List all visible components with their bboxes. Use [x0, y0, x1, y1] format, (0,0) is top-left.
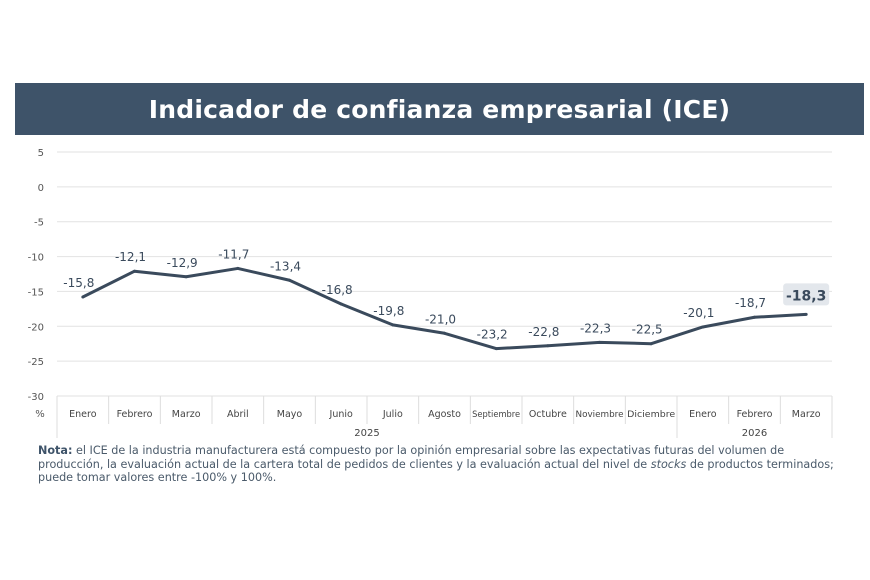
- y-axis-unit: %: [35, 409, 45, 420]
- data-point: [649, 342, 653, 346]
- note-italic: stocks: [650, 457, 687, 471]
- x-tick-label: Agosto: [428, 409, 461, 420]
- data-point: [804, 312, 808, 316]
- year-label: 2026: [742, 428, 767, 439]
- data-label: -22,8: [528, 325, 559, 339]
- x-tick-label: Febrero: [737, 409, 773, 420]
- chart-title: Indicador de confianza empresarial (ICE): [148, 94, 731, 124]
- data-label: -12,1: [115, 250, 146, 264]
- y-tick-label: -20: [28, 322, 44, 333]
- x-tick-label: Mayo: [277, 409, 303, 420]
- data-point: [598, 340, 601, 344]
- title-banner: Indicador de confianza empresarial (ICE): [15, 83, 864, 135]
- data-point: [339, 302, 343, 306]
- data-point: [494, 347, 498, 351]
- y-tick-label: -5: [34, 218, 44, 229]
- data-label: -22,5: [632, 323, 663, 337]
- year-label: 2025: [354, 428, 379, 439]
- x-tick-label: Octubre: [529, 409, 567, 420]
- highlight-label-bg: [783, 283, 830, 306]
- data-label: -18,7: [735, 296, 766, 310]
- data-point: [391, 323, 395, 327]
- x-tick-label: Noviembre: [576, 410, 624, 420]
- x-tick-label: Febrero: [117, 409, 153, 420]
- x-tick-label: Enero: [69, 409, 97, 420]
- x-tick-label: Julio: [382, 409, 403, 420]
- data-label: -21,0: [425, 312, 456, 326]
- y-tick-label: -30: [28, 392, 44, 403]
- note-label: Nota:: [38, 444, 73, 457]
- data-label: -20,1: [683, 306, 714, 320]
- data-label: -12,9: [167, 256, 198, 270]
- x-tick-label: Septiembre: [472, 410, 520, 420]
- x-tick-label: Enero: [689, 409, 717, 420]
- note-text-1: el ICE de la industria manufacturera est…: [38, 444, 785, 471]
- y-tick-label: 0: [38, 183, 44, 194]
- data-point: [443, 331, 446, 335]
- data-point: [546, 344, 550, 348]
- x-tick-label: Junio: [329, 409, 353, 420]
- data-point: [236, 266, 240, 270]
- data-label: -15,8: [63, 276, 94, 290]
- data-point: [288, 278, 291, 282]
- footnote: Nota: el ICE de la industria manufacture…: [38, 444, 838, 485]
- data-label: -16,8: [322, 283, 353, 297]
- data-label: -22,3: [580, 321, 611, 335]
- data-point: [133, 269, 136, 273]
- note-text-2: de productos terminados; puede tomar val…: [38, 457, 834, 485]
- y-tick-label: 5: [38, 148, 44, 159]
- x-tick-label: Abril: [227, 409, 249, 420]
- data-label: -19,8: [373, 304, 404, 318]
- y-tick-label: -15: [28, 287, 44, 298]
- y-tick-label: -10: [28, 253, 44, 264]
- y-tick-label: -25: [28, 357, 44, 368]
- data-point: [753, 315, 756, 319]
- x-tick-label: Marzo: [792, 409, 821, 420]
- data-label: -11,7: [218, 247, 249, 261]
- data-point: [184, 275, 188, 279]
- data-label: -23,2: [477, 328, 508, 342]
- x-tick-label: Diciembre: [627, 410, 675, 420]
- x-tick-label: Marzo: [172, 409, 201, 420]
- data-point: [81, 295, 85, 299]
- data-label: -18,3: [786, 288, 826, 304]
- data-point: [701, 325, 705, 329]
- data-label: -13,4: [270, 259, 301, 273]
